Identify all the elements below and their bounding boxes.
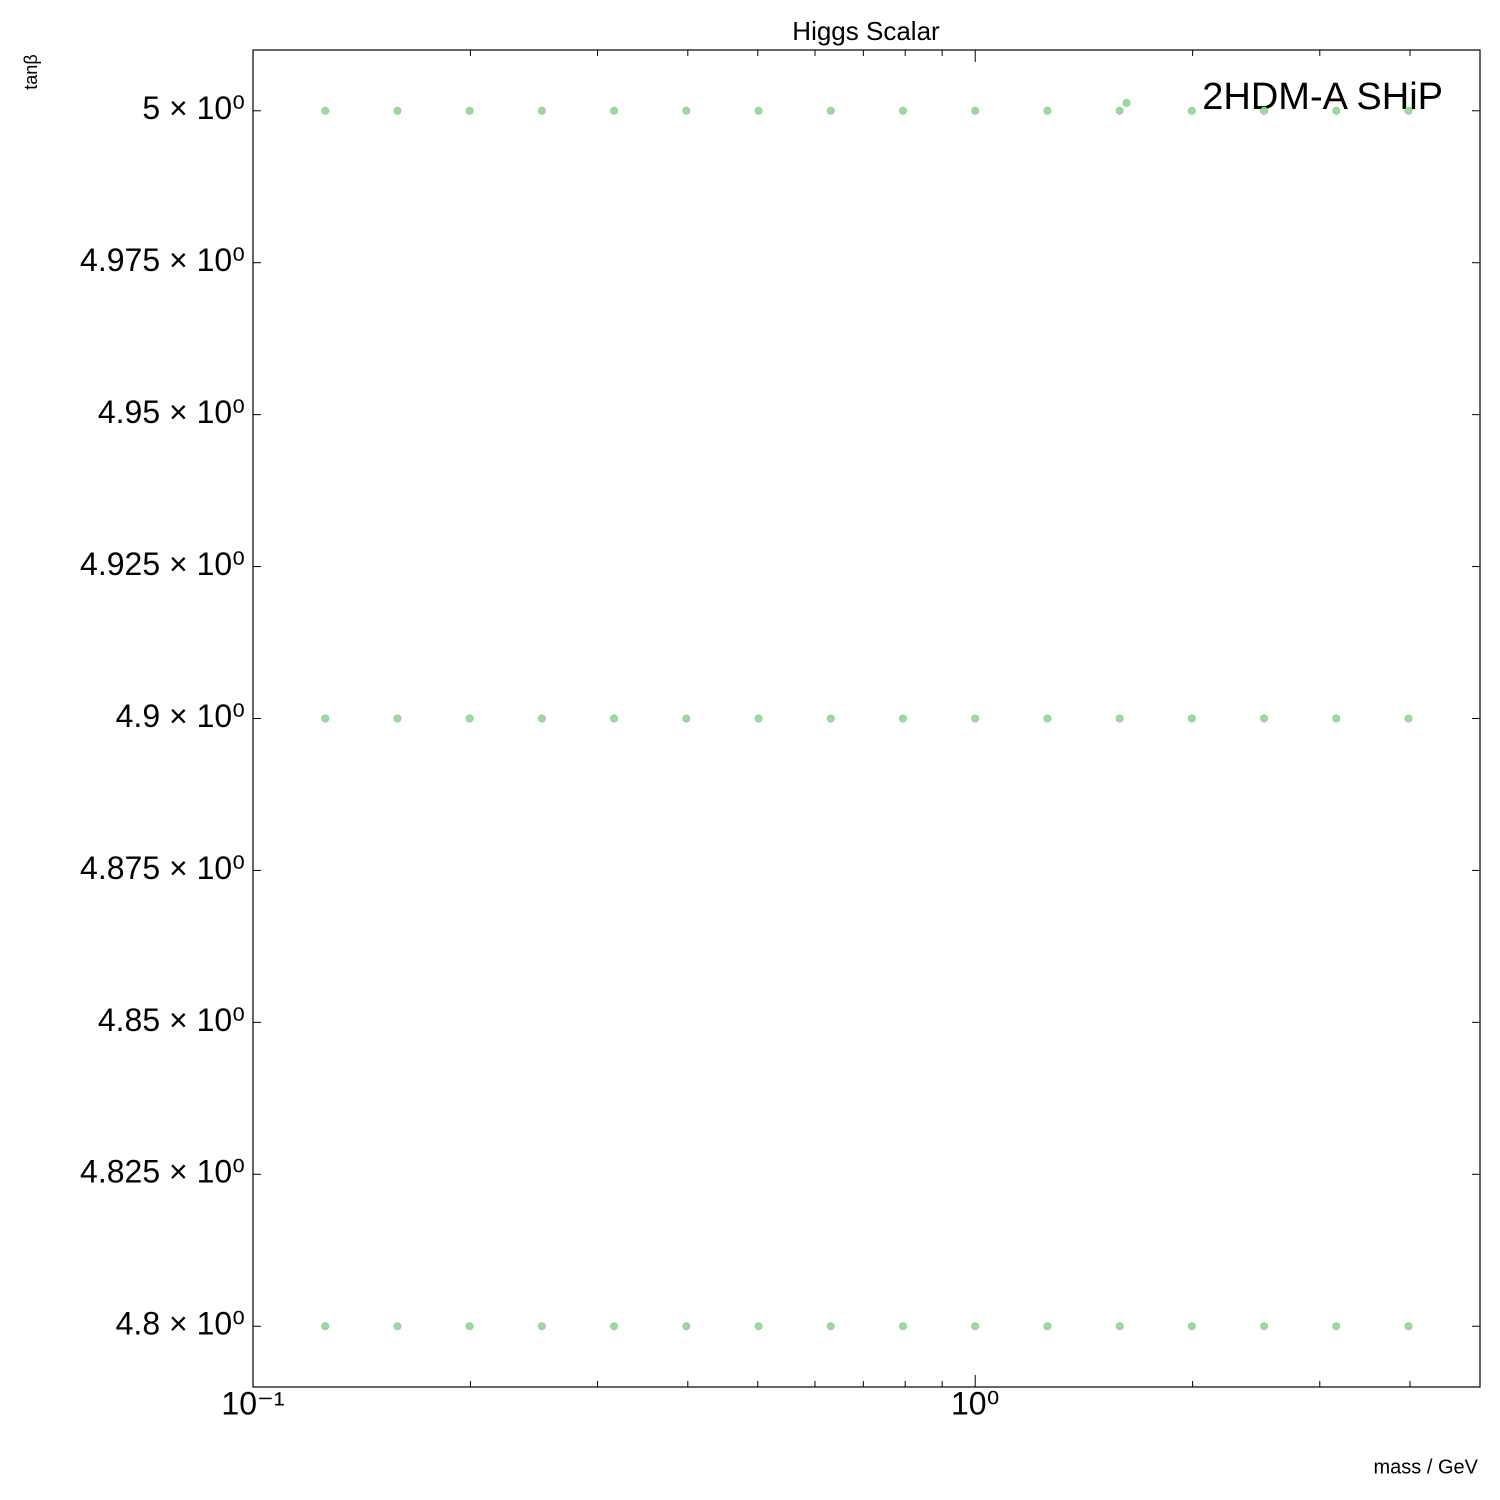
annotation: 2HDM-A SHiP: [1202, 76, 1443, 118]
scatter-point: [1332, 106, 1341, 115]
plot-frame: [252, 49, 1481, 1388]
y-tick-label: 4.9 × 10⁰: [116, 698, 245, 734]
scatter-point: [465, 106, 474, 115]
scatter-point: [1187, 106, 1196, 115]
scatter-point: [1332, 1322, 1341, 1331]
scatter-point: [754, 1322, 763, 1331]
scatter-point: [1260, 1322, 1269, 1331]
scatter-point: [754, 106, 763, 115]
scatter-point: [610, 1322, 619, 1331]
scatter-point: [1115, 1322, 1124, 1331]
scatter-point: [465, 714, 474, 723]
scatter-point: [826, 714, 835, 723]
y-tick-label: 4.975 × 10⁰: [80, 242, 245, 278]
scatter-point: [321, 106, 330, 115]
scatter-point: [393, 714, 402, 723]
y-axis-label: tanβ: [21, 54, 41, 89]
scatter-point: [393, 1322, 402, 1331]
scatter-point: [610, 106, 619, 115]
scatter-point: [1043, 106, 1052, 115]
y-tick-label: 4.825 × 10⁰: [80, 1154, 245, 1190]
x-axis-label: mass / GeV: [1374, 1456, 1479, 1478]
scatter-point: [826, 1322, 835, 1331]
scatter-point: [537, 714, 546, 723]
scatter-point: [1122, 98, 1131, 107]
scatter-point: [1187, 714, 1196, 723]
scatter-point: [971, 714, 980, 723]
y-tick-label: 4.8 × 10⁰: [116, 1306, 245, 1342]
scatter-point: [1043, 714, 1052, 723]
scatter-point: [971, 106, 980, 115]
scatter-point: [321, 714, 330, 723]
scatter-point: [1187, 1322, 1196, 1331]
y-tick-label: 4.925 × 10⁰: [80, 546, 245, 582]
scatter-point: [321, 1322, 330, 1331]
scatter-point: [682, 1322, 691, 1331]
scatter-point: [537, 1322, 546, 1331]
scatter-point: [1115, 714, 1124, 723]
scatter-point: [1260, 106, 1269, 115]
scatter-point: [898, 106, 907, 115]
scatter-point: [1043, 1322, 1052, 1331]
y-tick-label: 5 × 10⁰: [142, 90, 245, 126]
scatter-point: [754, 714, 763, 723]
scatter-point: [610, 714, 619, 723]
scatter-point: [1115, 106, 1124, 115]
scatter-point: [971, 1322, 980, 1331]
x-tick-label: 10⁰: [951, 1385, 999, 1421]
scatter-point: [898, 714, 907, 723]
scatter-point: [1404, 106, 1413, 115]
scatter-point: [682, 106, 691, 115]
scatter-point: [826, 106, 835, 115]
scatter-point: [465, 1322, 474, 1331]
y-tick-label: 4.875 × 10⁰: [80, 850, 245, 886]
x-tick-label: 10⁻¹: [221, 1385, 284, 1421]
y-tick-label: 4.85 × 10⁰: [98, 1002, 245, 1038]
scatter-point: [1260, 714, 1269, 723]
scatter-point: [1404, 1322, 1413, 1331]
scatter-point: [537, 106, 546, 115]
scatter-point: [393, 106, 402, 115]
scatter-point: [1404, 714, 1413, 723]
scatter-point: [898, 1322, 907, 1331]
y-tick-label: 4.95 × 10⁰: [98, 394, 245, 430]
scatter-point: [682, 714, 691, 723]
scatter-point: [1332, 714, 1341, 723]
chart-title: Higgs Scalar: [792, 16, 940, 46]
